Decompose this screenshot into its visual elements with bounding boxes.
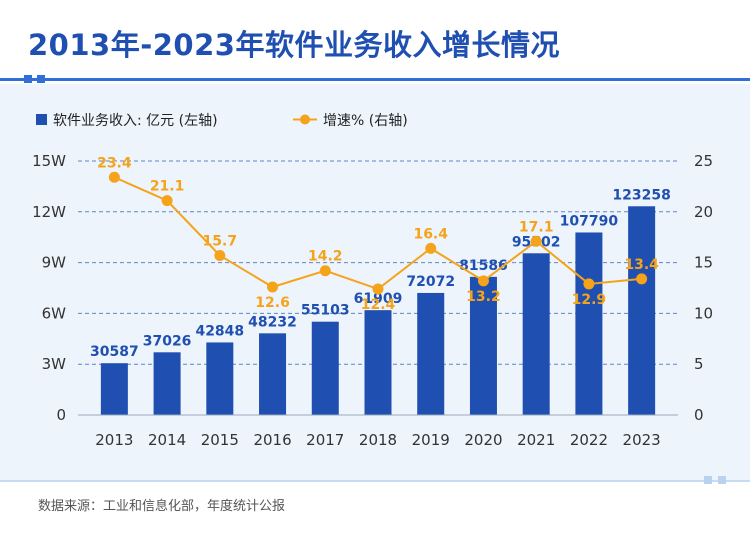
bar-value-label: 123258 bbox=[612, 187, 670, 203]
growth-value-label: 14.2 bbox=[308, 249, 343, 265]
growth-value-label: 16.4 bbox=[413, 226, 448, 242]
legend-line-marker bbox=[300, 114, 310, 125]
growth-point bbox=[319, 265, 331, 277]
growth-value-label: 12.9 bbox=[572, 292, 607, 308]
y-left-tick-label: 15W bbox=[32, 152, 66, 170]
growth-point bbox=[214, 249, 226, 261]
growth-value-label: 13.2 bbox=[466, 289, 501, 305]
growth-point bbox=[425, 242, 437, 254]
growth-point bbox=[161, 195, 173, 207]
bar bbox=[628, 206, 656, 415]
bar-value-label: 30587 bbox=[90, 344, 139, 360]
y-left-tick-label: 0 bbox=[56, 406, 66, 424]
bar bbox=[311, 321, 339, 415]
bar-value-label: 61909 bbox=[354, 291, 403, 307]
bar-value-label: 42848 bbox=[195, 323, 244, 339]
bar-value-label: 37026 bbox=[143, 333, 192, 349]
data-source: 数据来源：工业和信息化部，年度统计公报 bbox=[38, 499, 286, 514]
bar bbox=[364, 310, 392, 415]
bar bbox=[153, 352, 181, 415]
title-divider bbox=[0, 78, 750, 81]
growth-series: 23.4 21.1 15.7 12.6 14.2 12.4 16.4 13.2 17.1 12.9… bbox=[97, 155, 659, 313]
y-left-tick-label: 6W bbox=[42, 304, 67, 322]
growth-point bbox=[530, 235, 542, 247]
growth-value-label: 12.6 bbox=[255, 295, 290, 311]
bar bbox=[417, 292, 445, 415]
x-tick-label: 2021 bbox=[517, 431, 555, 449]
growth-value-label: 21.1 bbox=[150, 179, 185, 195]
legend: 软件业务收入: 亿元 (左轴) 增速% (右轴) bbox=[36, 113, 408, 129]
x-tick-label: 2016 bbox=[253, 431, 291, 449]
growth-point bbox=[108, 171, 120, 183]
growth-point bbox=[477, 275, 489, 287]
y-left-tick-label: 9W bbox=[42, 254, 67, 272]
legend-line-label: 增速% (右轴) bbox=[323, 113, 408, 129]
y-left-tick-label: 12W bbox=[32, 203, 66, 221]
y-right-tick-label: 15 bbox=[694, 254, 713, 272]
combo-chart: 软件业务收入: 亿元 (左轴) 增速% (右轴) 305873702642848… bbox=[32, 113, 713, 449]
y-left-tick-label: 3W bbox=[42, 355, 67, 373]
x-tick-label: 2023 bbox=[623, 431, 661, 449]
growth-value-label: 23.4 bbox=[97, 155, 132, 171]
y-right-tick-label: 5 bbox=[694, 355, 704, 373]
bar-value-label: 55103 bbox=[301, 303, 350, 319]
bar-value-label: 72072 bbox=[406, 274, 455, 290]
growth-point bbox=[636, 273, 648, 285]
accent-square-3 bbox=[704, 476, 712, 484]
x-tick-label: 2020 bbox=[464, 431, 502, 449]
legend-bar-label: 软件业务收入: 亿元 (左轴) bbox=[53, 113, 218, 129]
legend-bar-swatch bbox=[36, 114, 47, 125]
accent-square-4 bbox=[718, 476, 726, 484]
bottom-divider bbox=[0, 480, 750, 482]
accent-square-2 bbox=[37, 75, 45, 83]
bar-value-label: 81586 bbox=[459, 258, 508, 274]
bar-series: 3058737026428484823255103619097207281586… bbox=[90, 187, 671, 415]
x-tick-label: 2013 bbox=[95, 431, 133, 449]
bar-value-label: 48232 bbox=[248, 314, 297, 330]
y-right-tick-label: 25 bbox=[694, 152, 713, 170]
growth-line bbox=[113, 176, 642, 291]
growth-point bbox=[372, 283, 384, 295]
y-right-tick-label: 10 bbox=[694, 304, 713, 322]
y-right-tick-label: 0 bbox=[694, 406, 704, 424]
growth-value-label: 17.1 bbox=[519, 219, 554, 235]
x-tick-label: 2017 bbox=[306, 431, 344, 449]
x-tick-label: 2019 bbox=[412, 431, 450, 449]
growth-value-label: 12.4 bbox=[361, 297, 396, 313]
growth-point bbox=[267, 281, 279, 293]
growth-point bbox=[583, 278, 595, 290]
x-tick-label: 2015 bbox=[201, 431, 239, 449]
bar-value-label: 107790 bbox=[560, 213, 619, 229]
y-right-tick-label: 20 bbox=[694, 203, 713, 221]
growth-value-label: 15.7 bbox=[203, 233, 238, 249]
bar bbox=[469, 276, 497, 415]
bar bbox=[522, 253, 550, 415]
bar bbox=[100, 363, 128, 415]
bar bbox=[259, 333, 287, 415]
bar bbox=[575, 232, 603, 415]
x-tick-label: 2018 bbox=[359, 431, 397, 449]
growth-value-label: 13.4 bbox=[624, 257, 659, 273]
axes: 0 3W 6W 9W 12W 15W 0 5 10 15 20 25 2013 2014 2015 2016 2… bbox=[32, 152, 713, 449]
x-tick-label: 2022 bbox=[570, 431, 608, 449]
chart-title: 2013年-2023年软件业务收入增长情况 bbox=[28, 28, 560, 62]
bar bbox=[206, 342, 234, 415]
x-tick-label: 2014 bbox=[148, 431, 186, 449]
accent-square-1 bbox=[24, 75, 32, 83]
